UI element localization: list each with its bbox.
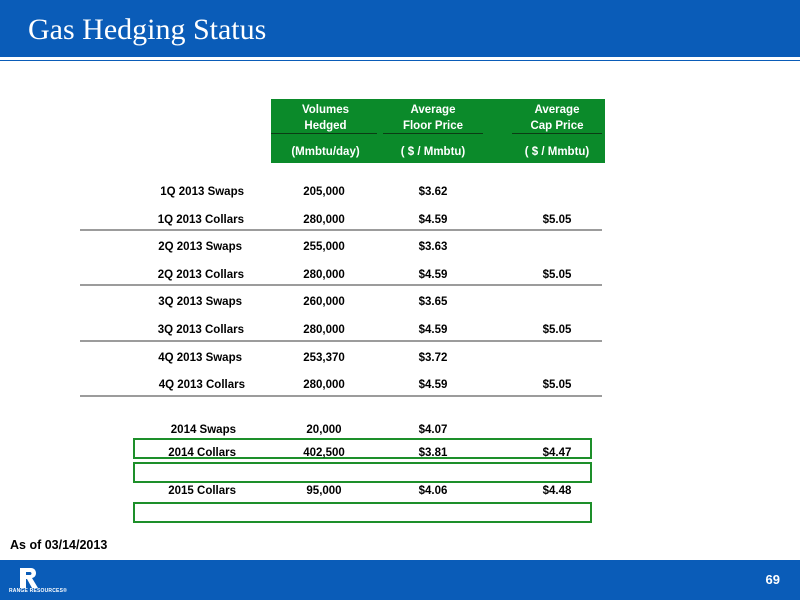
page-number: 69: [765, 572, 780, 587]
row-floor-price: $4.59: [418, 269, 448, 281]
col-header-floor-unit: ( $ / Mmbtu): [400, 146, 466, 158]
row-volume: 255,000: [303, 241, 345, 253]
highlight-box-2014: [133, 438, 592, 459]
header-underline-floor: [383, 133, 483, 134]
row-floor-price: $4.07: [418, 424, 448, 436]
row-separator: [80, 395, 602, 397]
row-volume: 20,000: [306, 424, 342, 436]
table-row: 2014 Collars 402,500 $3.81 $4.47: [0, 443, 800, 463]
row-separator: [80, 284, 602, 286]
row-cap-price: $5.05: [542, 214, 572, 226]
row-label: 2014 Swaps: [170, 424, 236, 436]
row-cap-price: $4.48: [542, 485, 572, 497]
row-floor-price: $3.72: [418, 352, 448, 364]
col-header-floor-line1: Average: [410, 104, 456, 116]
row-volume: 95,000: [306, 485, 342, 497]
row-volume: 402,500: [303, 447, 345, 459]
row-label: 2Q 2013 Collars: [157, 269, 244, 281]
table-row: 2Q 2013 Collars 280,000 $4.59 $5.05: [0, 265, 800, 285]
col-header-cap-unit: ( $ / Mmbtu): [524, 146, 590, 158]
row-floor-price: $4.59: [418, 379, 448, 391]
col-header-volume-unit: (Mmbtu/day): [291, 146, 360, 158]
table-row: 3Q 2013 Swaps 260,000 $3.65: [0, 292, 800, 312]
row-floor-price: $4.59: [418, 324, 448, 336]
row-floor-price: $4.06: [418, 485, 448, 497]
table-row: 1Q 2013 Collars 280,000 $4.59 $5.05: [0, 210, 800, 230]
col-header-cap: Average Cap Price ( $ / Mmbtu): [509, 99, 605, 163]
highlight-box-2014-blank: [133, 462, 592, 483]
row-label: 3Q 2013 Swaps: [158, 296, 242, 308]
row-label: 1Q 2013 Swaps: [160, 186, 244, 198]
row-separator: [80, 229, 602, 231]
row-volume: 280,000: [303, 324, 345, 336]
col-header-volume-line1: Volumes: [301, 104, 350, 116]
col-header-spacer: [486, 99, 509, 163]
table-row: 1Q 2013 Swaps 205,000 $3.62: [0, 182, 800, 202]
row-floor-price: $3.63: [418, 241, 448, 253]
col-header-volume: Volumes Hedged (Mmbtu/day): [271, 99, 380, 163]
header-underline-cap: [512, 133, 602, 134]
slide-title: Gas Hedging Status: [28, 13, 267, 46]
range-resources-logo-icon: [20, 568, 38, 588]
row-label: 1Q 2013 Collars: [157, 214, 244, 226]
slide-footer-bar: [0, 560, 800, 600]
row-floor-price: $3.62: [418, 186, 448, 198]
col-header-cap-line1: Average: [534, 104, 580, 116]
table-row: 2014 Swaps 20,000 $4.07: [0, 420, 800, 440]
col-header-floor: Average Floor Price ( $ / Mmbtu): [380, 99, 486, 163]
slide-header-bar: [0, 0, 800, 57]
row-label: 2014 Collars: [168, 447, 236, 459]
table-row: 2Q 2013 Swaps 255,000 $3.63: [0, 237, 800, 257]
row-volume: 253,370: [303, 352, 345, 364]
row-label: 2015 Collars: [168, 485, 236, 497]
row-floor-price: $3.81: [418, 447, 448, 459]
row-volume: 280,000: [303, 379, 345, 391]
table-row: 2015 Collars 95,000 $4.06 $4.48: [0, 481, 800, 501]
row-floor-price: $3.65: [418, 296, 448, 308]
row-cap-price: $5.05: [542, 269, 572, 281]
table-row: 4Q 2013 Swaps 253,370 $3.72: [0, 348, 800, 368]
header-underline-volume: [271, 133, 377, 134]
row-volume: 205,000: [303, 186, 345, 198]
row-volume: 260,000: [303, 296, 345, 308]
row-label: 3Q 2013 Collars: [157, 324, 244, 336]
row-cap-price: $5.05: [542, 324, 572, 336]
header-rule: [0, 60, 800, 61]
col-header-volume-line2: Hedged: [304, 120, 347, 132]
table-row: 4Q 2013 Collars 280,000 $4.59 $5.05: [0, 375, 800, 395]
row-volume: 280,000: [303, 214, 345, 226]
col-header-cap-line2: Cap Price: [530, 120, 584, 132]
row-floor-price: $4.59: [418, 214, 448, 226]
table-row: 3Q 2013 Collars 280,000 $4.59 $5.05: [0, 320, 800, 340]
highlight-box-2015-blank: [133, 502, 592, 523]
row-label: 4Q 2013 Collars: [158, 379, 245, 391]
as-of-note: As of 03/14/2013: [10, 538, 108, 552]
row-separator: [80, 340, 602, 342]
row-cap-price: $4.47: [542, 447, 572, 459]
logo-text: RANGE RESOURCES®: [9, 588, 68, 594]
row-volume: 280,000: [303, 269, 345, 281]
row-cap-price: $5.05: [542, 379, 572, 391]
row-label: 2Q 2013 Swaps: [158, 241, 242, 253]
row-label: 4Q 2013 Swaps: [158, 352, 242, 364]
col-header-floor-line2: Floor Price: [402, 120, 464, 132]
